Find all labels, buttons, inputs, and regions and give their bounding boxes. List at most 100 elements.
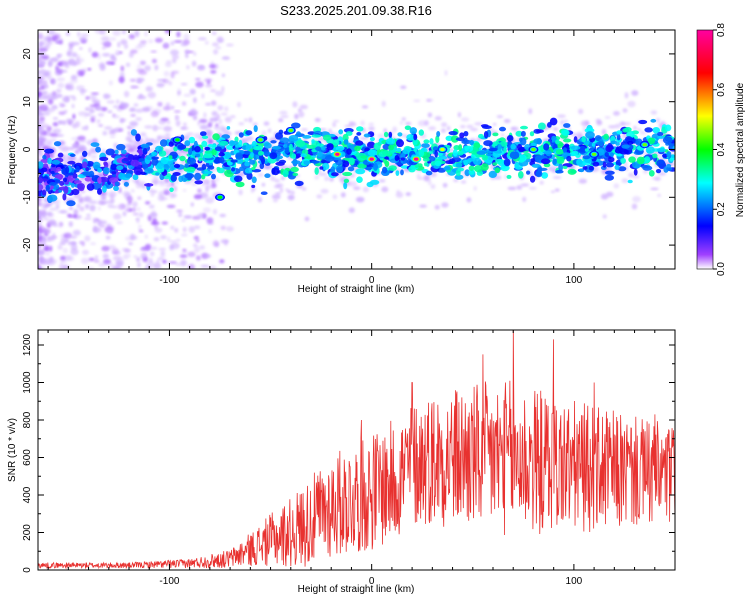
spectrogram-blob	[120, 149, 127, 155]
spectrogram-blob	[332, 194, 338, 200]
spectrogram-blob	[504, 173, 508, 180]
spectrogram-blob	[269, 152, 278, 160]
spectrogram-blob	[92, 217, 97, 224]
y-tick-label: 200	[22, 524, 33, 541]
spectrogram-blob	[51, 164, 56, 168]
spectrogram-blob	[71, 182, 75, 188]
spectrogram-blob	[139, 60, 146, 66]
spectrogram-blob	[638, 119, 648, 125]
spectrogram-blob	[507, 186, 517, 191]
spectrogram-blob	[63, 232, 72, 239]
spectrogram-blob	[88, 257, 95, 262]
spectrogram-blob	[647, 137, 656, 145]
spectrogram-blob	[38, 209, 43, 213]
spectrogram-blob	[210, 70, 217, 74]
spectrogram-blob	[245, 130, 253, 136]
spectrogram-blob	[125, 62, 131, 67]
spectrogram-blob	[67, 160, 76, 165]
spectrogram-blob	[281, 176, 285, 181]
spectrogram-blob	[343, 182, 348, 190]
spectrogram-blob	[321, 162, 330, 170]
spectrogram-blob	[77, 183, 85, 190]
spectrogram-blob	[51, 159, 61, 165]
spectrogram-blob	[103, 260, 109, 264]
spectrogram-blob	[409, 127, 417, 135]
spectrogram-blob	[369, 179, 380, 185]
spectrogram-blob	[186, 157, 197, 165]
spectrogram-blob	[108, 80, 113, 86]
spectrogram-blob	[41, 94, 50, 100]
spectrogram-blob	[424, 120, 429, 126]
spectrogram-blob	[54, 33, 61, 39]
spectrogram-blob	[251, 184, 256, 189]
spectrogram-blob	[151, 58, 157, 64]
spectrogram-blob	[205, 184, 214, 189]
spectrogram-blob	[40, 152, 44, 157]
spectrogram-blob	[198, 65, 205, 69]
spectrogram-blob	[485, 153, 493, 157]
spectrogram-blob	[88, 47, 92, 53]
y-tick-label: 1000	[22, 371, 33, 394]
spectrogram-blob	[205, 254, 212, 258]
spectrogram-blob	[95, 146, 101, 153]
spectrogram-blob	[218, 118, 223, 125]
spectrogram-blob	[44, 148, 55, 154]
spectrogram-blob	[84, 115, 88, 118]
spectrogram-blobs	[38, 30, 675, 269]
spectrogram-blob	[99, 176, 109, 183]
spectrogram-blob	[80, 33, 89, 38]
spectrogram-blob	[84, 235, 91, 242]
spectrogram-blob	[271, 194, 281, 200]
spectrogram-blob	[80, 89, 85, 96]
spectrogram-blob	[238, 122, 245, 126]
spectrogram-blob	[69, 43, 73, 50]
spectrogram-blob	[290, 166, 299, 173]
spectrogram-blob	[70, 235, 78, 239]
spectrogram-blob	[343, 178, 350, 183]
spectrogram-blob	[130, 114, 136, 117]
spectrogram-blob	[288, 170, 293, 178]
spectrogram-blob	[46, 41, 53, 45]
spectrogram-blob	[604, 152, 609, 157]
spectrogram-blob	[499, 126, 506, 132]
spectrogram-blob	[228, 140, 235, 147]
spectrogram-blob	[665, 124, 672, 132]
spectrogram-blob	[48, 245, 53, 252]
spectrogram-blob	[520, 183, 530, 187]
spectrogram-blob	[234, 144, 242, 148]
spectrogram-blob	[428, 126, 436, 131]
spectrogram-blob	[168, 261, 178, 264]
spectrogram-blob	[123, 181, 129, 187]
spectrogram-blob	[226, 43, 234, 47]
spectrogram-blob	[180, 259, 187, 267]
spectrogram-blob	[47, 157, 52, 165]
spectrogram-hotspot	[642, 143, 647, 147]
spectrogram-blob	[122, 211, 127, 217]
spectrogram-blob	[357, 163, 367, 169]
spectrogram-blob	[526, 170, 531, 175]
spectrogram-blob	[278, 118, 284, 123]
spectrogram-blob	[344, 124, 353, 128]
spectrogram-blob	[67, 147, 74, 150]
spectrogram-blob	[169, 240, 177, 243]
spectrogram-blob	[40, 112, 45, 117]
spectrogram-blob	[561, 129, 570, 136]
spectrogram-blob	[152, 124, 159, 132]
spectrogram-blob	[88, 108, 95, 114]
spectrogram-blob	[301, 128, 308, 131]
spectrogram-blob	[197, 37, 207, 41]
spectrogram-blob	[73, 208, 79, 215]
x-tick-label: 100	[566, 275, 583, 286]
spectrogram-blob	[457, 167, 465, 172]
spectrogram-blob	[90, 242, 97, 246]
spectrogram-blob	[110, 163, 117, 171]
spectrogram-blob	[45, 184, 50, 192]
spectrogram-blob	[560, 120, 564, 125]
spectrogram-blob	[109, 193, 115, 200]
spectrogram-blob	[457, 150, 464, 156]
spectrogram-blob	[181, 101, 187, 106]
spectrogram-blob	[189, 88, 196, 95]
spectrogram-blob	[201, 140, 208, 148]
spectrogram-blob	[144, 125, 153, 129]
spectrogram-blob	[441, 202, 449, 208]
